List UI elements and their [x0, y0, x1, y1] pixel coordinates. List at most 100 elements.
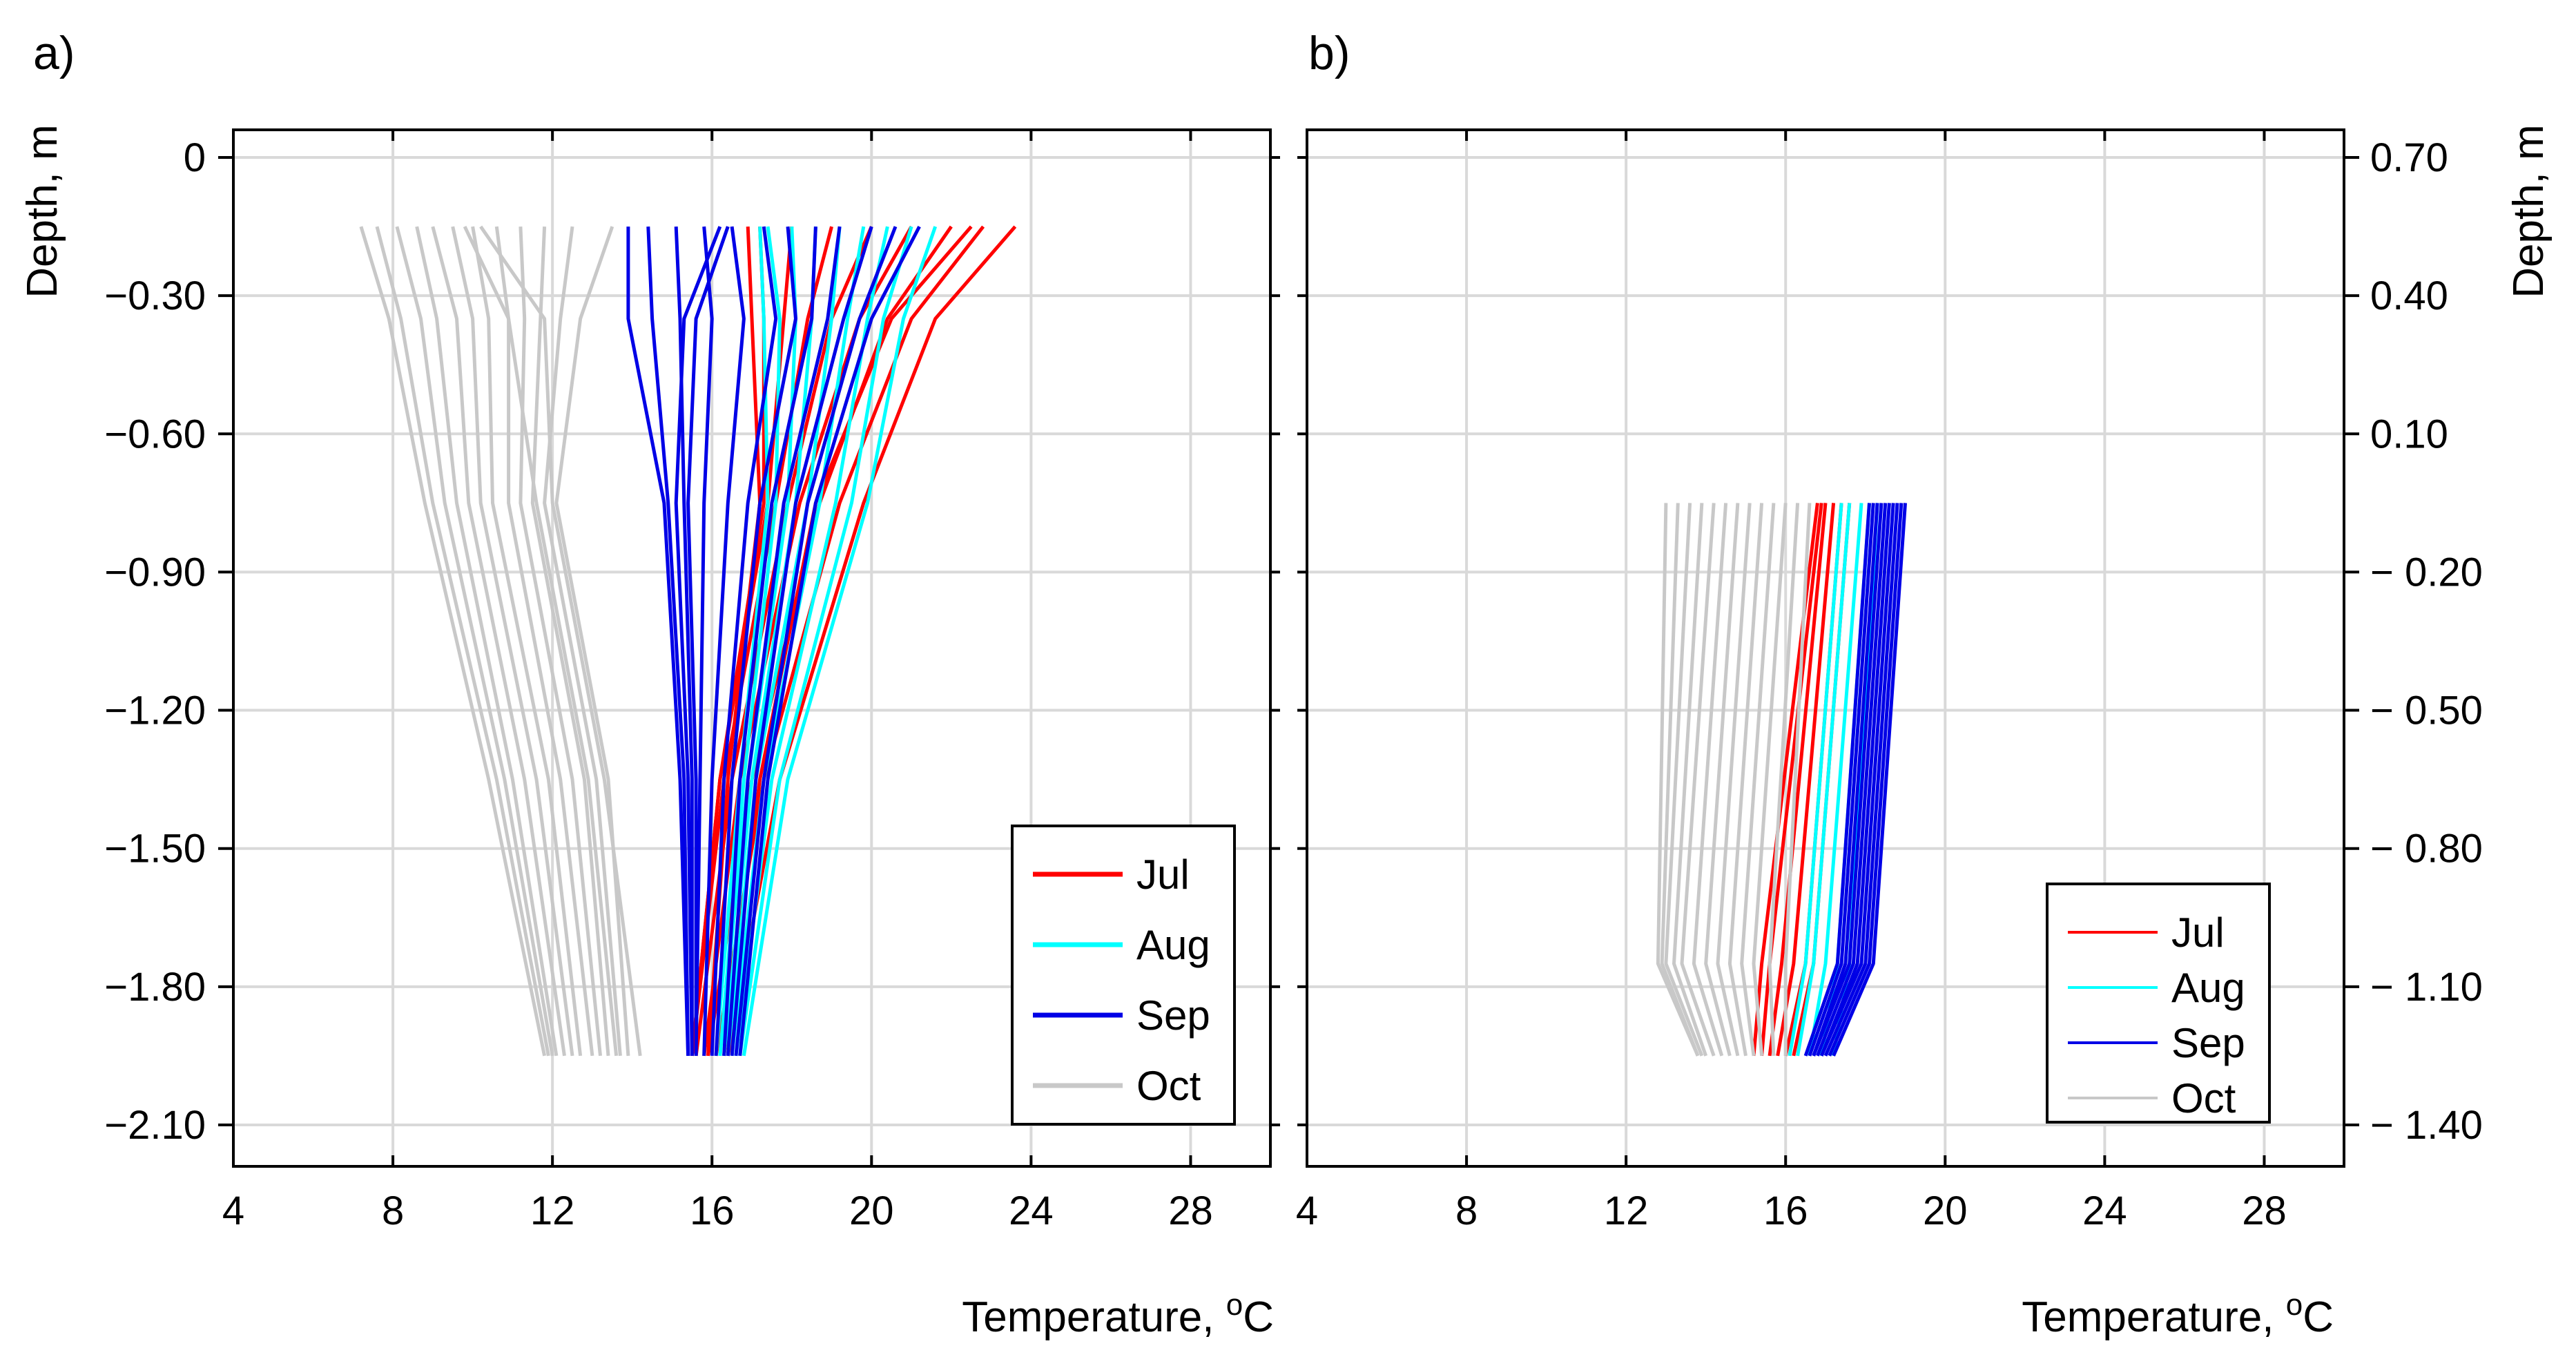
- panel-b-sep-profile-line: [1832, 503, 1907, 1057]
- panel-b-legend-box: [2046, 883, 2271, 1124]
- panel-a-oct-profile-line: [431, 226, 566, 1057]
- panel-a-aug-profile-line: [714, 226, 770, 1057]
- panel-a-oct-profile-line: [415, 226, 559, 1057]
- panel-a-x-tick-label: 16: [690, 1188, 735, 1233]
- panel-b-sep-profile-line: [1828, 503, 1904, 1057]
- panel-b-y-tick-label: − 0.50: [2370, 688, 2483, 733]
- panel-b-sep-profile-line: [1823, 503, 1899, 1057]
- panel-b-oct-profile-line: [1716, 503, 1752, 1057]
- panel-a-x-axis-title-degree: o: [1226, 1288, 1243, 1322]
- panel-b-aug-profile-line: [1796, 503, 1852, 1057]
- panel-b-plot-frame: [1306, 128, 2345, 1168]
- panel-b-y-tick-label: − 0.20: [2370, 550, 2483, 595]
- panel-b-oct-profile-line: [1664, 503, 1704, 1057]
- panel-b-jul-profile-line: [1776, 503, 1836, 1057]
- panel-a-legend: Jul Aug Sep Oct: [1011, 825, 1236, 1126]
- panel-b-legend-label-aug: Aug: [2171, 965, 2245, 1011]
- panel-b-x-tick-label: 28: [2242, 1188, 2287, 1233]
- panel-b-x-axis-title-main: Temperature,: [2022, 1293, 2286, 1341]
- panel-b-oct-profile-line: [1727, 503, 1764, 1057]
- panel-a-sep-profile-line: [734, 226, 898, 1057]
- panel-a-sep-profile-line: [730, 226, 873, 1057]
- panel-a-sep-profile-line: [674, 226, 694, 1056]
- panel-a-x-tick-label: 20: [849, 1188, 894, 1233]
- panel-a-sep-profile-line: [694, 226, 714, 1056]
- panel-b-y-axis-title: Depth, m: [2505, 124, 2553, 298]
- panel-a-y-tick-label: −0.90: [104, 550, 206, 595]
- panel-b-oct-profile-line: [1740, 503, 1776, 1057]
- panel-a-y-tick-label: −2.10: [104, 1103, 206, 1148]
- panel-b-legend: Jul Aug Sep Oct: [2046, 883, 2271, 1124]
- panel-b-oct-profile-line: [1656, 503, 1700, 1057]
- panel-a-legend-label-sep: Sep: [1136, 992, 1210, 1039]
- panel-a-legend-box: [1011, 825, 1236, 1126]
- panel-b-oct-profile-line: [1660, 503, 1700, 1057]
- panel-a-sep-profile-line: [702, 226, 746, 1056]
- panel-a-y-tick-label: −1.50: [104, 827, 206, 871]
- panel-a-series: [359, 225, 1017, 1057]
- panel-a-y-tick-label: −1.20: [104, 688, 206, 733]
- panel-b-x-tick-label: 20: [1923, 1188, 1968, 1233]
- panel-b-x-tick-label: 16: [1763, 1188, 1808, 1233]
- panel-a-aug-profile-line: [742, 226, 938, 1057]
- panel-b-jul-profile-line: [1752, 503, 1819, 1057]
- panel-a-sep-profile-line: [726, 226, 842, 1057]
- panel-a-legend-label-aug: Aug: [1136, 922, 1210, 968]
- panel-a-oct-profile-line: [463, 226, 619, 1057]
- panel-a-ticks: 4 8 12 16 20 24 28 0 −0.30 −0.60 −0.90 −1.20 −1.50 −1…: [104, 130, 1280, 1233]
- panel-a-x-axis-title-unit: C: [1243, 1293, 1274, 1341]
- panel-b-oct-profile-line: [1680, 503, 1716, 1057]
- panel-b-legend-label-oct: Oct: [2171, 1075, 2236, 1121]
- panel-a-x-tick-label: 12: [530, 1188, 575, 1233]
- panel-a-x-axis-title: Temperature, oC: [962, 1288, 1274, 1341]
- panel-b-y-tick-label: 0.70: [2370, 135, 2448, 180]
- panel-a-oct-profile-line: [471, 226, 583, 1057]
- panel-a-x-axis-title-main: Temperature,: [962, 1293, 1226, 1341]
- panel-b-oct-profile-line: [1672, 503, 1708, 1057]
- panel-a-oct-profile-line: [494, 226, 594, 1057]
- panel-a-y-tick-label: −1.80: [104, 965, 206, 1010]
- panel-b-label: b): [1308, 27, 1350, 79]
- panel-b-jul-profile-line: [1768, 503, 1828, 1057]
- panel-a-sep-profile-line: [646, 226, 690, 1056]
- panel-a-aug-profile-line: [738, 226, 913, 1057]
- panel-a-oct-profile-line: [395, 226, 554, 1057]
- panel-b-oct-profile-line: [1752, 503, 1788, 1057]
- panel-b-series: [1656, 503, 1907, 1057]
- panel-a-y-axis-title: Depth, m: [19, 124, 66, 298]
- panel-b-x-axis-title-unit: C: [2303, 1293, 2334, 1341]
- panel-a-sep-profile-line: [710, 226, 778, 1057]
- panel-a-oct-profile-line: [359, 226, 547, 1057]
- panel-a: a) 4 8 12 16 20 24 28 0 −0.30 −0.60 −0.90 −1.20 −1.5…: [19, 27, 1280, 1341]
- panel-b: b) 4 8 12 16 20 24 28 0.70 0.40 0.10 − 0.20 − 0.50 −…: [1296, 27, 2553, 1341]
- panel-b-sep-profile-line: [1816, 503, 1888, 1057]
- panel-b-oct-profile-line: [1704, 503, 1740, 1057]
- panel-b-oct-profile-line: [1783, 503, 1812, 1056]
- panel-b-x-tick-label: 12: [1604, 1188, 1649, 1233]
- panel-b-y-tick-label: − 1.40: [2370, 1103, 2483, 1148]
- panel-a-oct-profile-line: [543, 226, 622, 1057]
- panel-a-x-tick-label: 24: [1009, 1188, 1054, 1233]
- panel-a-y-tick-label: 0: [184, 135, 206, 180]
- panel-b-oct-profile-line: [1692, 503, 1728, 1057]
- panel-b-aug-profile-line: [1788, 503, 1843, 1057]
- panel-b-x-tick-label: 4: [1296, 1188, 1318, 1233]
- panel-b-sep-profile-line: [1803, 503, 1871, 1057]
- panel-a-sep-profile-line: [738, 225, 921, 1057]
- panel-b-y-tick-label: − 0.80: [2370, 827, 2483, 871]
- panel-b-oct-profile-line: [1768, 503, 1800, 1057]
- panel-b-sep-profile-line: [1812, 503, 1879, 1057]
- panel-a-oct-profile-line: [479, 225, 642, 1057]
- panel-a-oct-profile-line: [451, 226, 574, 1057]
- panel-a-sep-profile-line: [722, 226, 817, 1057]
- panel-a-label: a): [33, 27, 75, 79]
- panel-a-sep-profile-line: [674, 226, 722, 1056]
- panel-b-y-tick-label: 0.40: [2370, 273, 2448, 318]
- panel-a-sep-profile-line: [686, 226, 730, 1056]
- panel-a-oct-profile-line: [375, 226, 550, 1057]
- panel-b-y-tick-label: 0.10: [2370, 412, 2448, 456]
- panel-a-x-tick-label: 28: [1168, 1188, 1213, 1233]
- panel-b-x-axis-title: Temperature, oC: [2022, 1288, 2334, 1341]
- panel-b-legend-label-jul: Jul: [2171, 909, 2225, 956]
